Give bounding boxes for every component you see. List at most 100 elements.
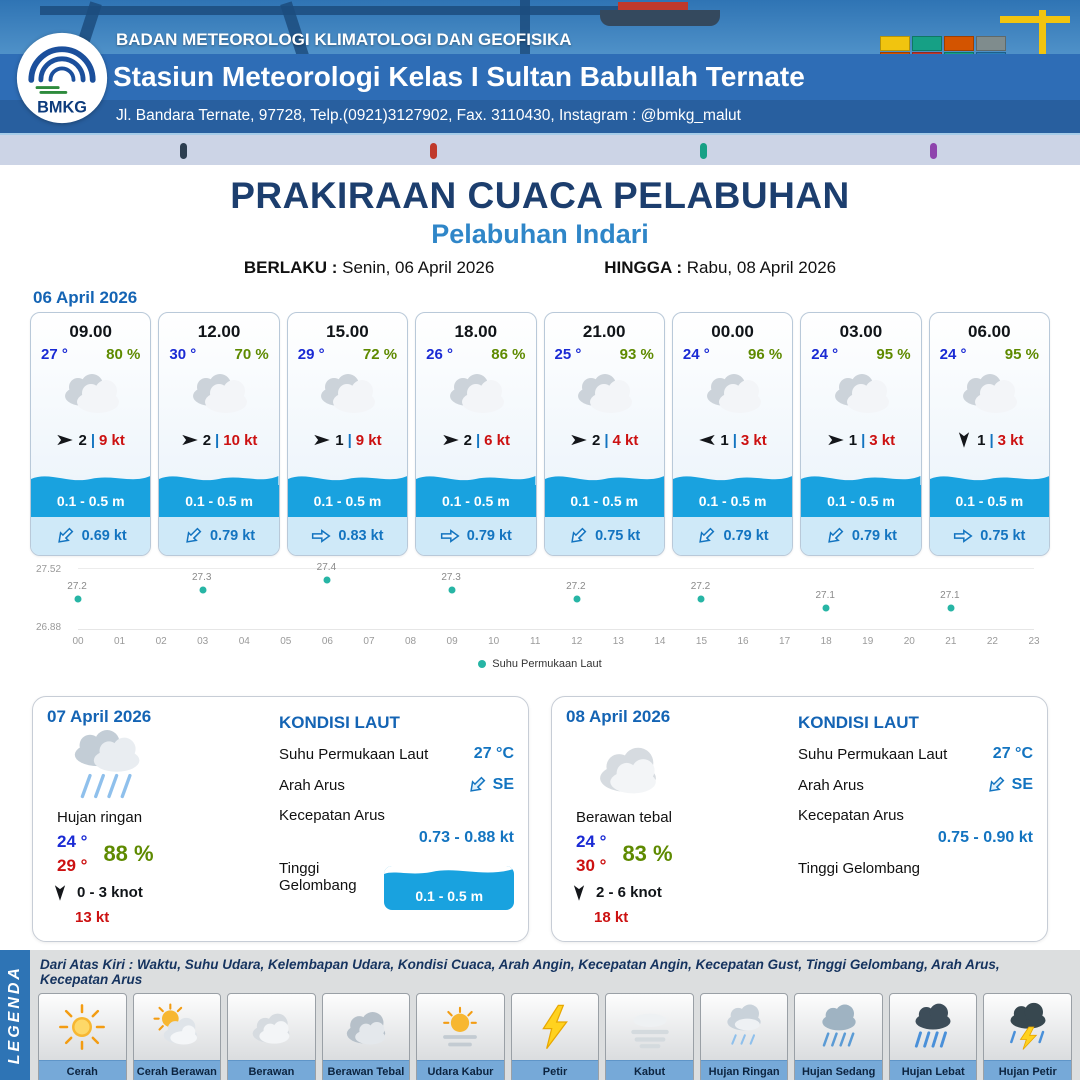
current-row: 0.79 kt <box>159 517 279 555</box>
sst-chart: 27.52 26.88 27.2 27.3 27.4 27.3 27.2 27.2 27.1… <box>30 562 1050 682</box>
legend-items: Cerah Cerah Berawan Berawan Berawan Tebal Ud… <box>30 990 1080 1080</box>
current-direction-icon <box>311 529 331 543</box>
sst-value: 27 °C <box>473 745 514 762</box>
gust-speed: 6 kt <box>484 431 511 449</box>
sst-xticks: 00 01 02 03 04 05 06 07 08 09 10 11 12 13 14 15 16 17 18 19… <box>72 636 1039 650</box>
legend-item-fog: Kabut <box>605 993 694 1080</box>
legend-label: Berawan <box>228 1060 315 1080</box>
air-temperature: 30 ° <box>169 346 197 363</box>
separator: | <box>215 431 220 449</box>
legend-note: Dari Atas Kiri : Waktu, Suhu Udara, Kele… <box>40 957 1000 987</box>
current-speed: 0.75 kt <box>980 528 1026 544</box>
current-speed-value: 0.75 - 0.90 kt <box>937 829 1033 846</box>
validity-row: BERLAKU : Senin, 06 April 2026 HINGGA : … <box>0 258 1080 278</box>
sst-point <box>822 604 830 612</box>
forecast-time: 21.00 <box>582 322 626 341</box>
condition-label: Hujan ringan <box>57 809 143 826</box>
wave-height: 0.1 - 0.5 m <box>955 493 1024 509</box>
port-name: Pelabuhan Indari <box>431 219 649 249</box>
storm-icon <box>984 994 1071 1060</box>
wave-height: 0.1 - 0.5 m <box>185 493 253 509</box>
wave-height-box: 0.1 - 0.5 m <box>384 866 514 910</box>
temp-minmax: 24 ° 30 ° <box>576 832 606 876</box>
page-title: PRAKIRAAN CUACA PELABUHAN <box>230 175 850 216</box>
x-tick: 04 <box>238 636 250 647</box>
humidity: 88 % <box>103 841 154 866</box>
separator: | <box>732 431 737 449</box>
current-speed-value: 0.73 - 0.88 kt <box>418 829 514 846</box>
x-tick: 14 <box>654 636 666 647</box>
humidity: 95 % <box>1004 346 1039 363</box>
station-name: Stasiun Meteorologi Kelas I Sultan Babul… <box>113 61 805 92</box>
x-tick: 19 <box>862 636 874 647</box>
legend-item-sun-cloud: Cerah Berawan <box>132 993 222 1080</box>
sst-point-label: 27.3 <box>441 571 461 583</box>
wind-speed: 2 <box>591 431 601 449</box>
separator: | <box>604 431 609 449</box>
sst-point <box>697 595 705 603</box>
separator: | <box>475 431 481 449</box>
condition-label: Berawan tebal <box>576 809 672 826</box>
legend-label: Kabut <box>606 1060 693 1080</box>
x-tick: 17 <box>779 636 791 647</box>
legend-label: Hujan Petir <box>984 1060 1072 1080</box>
wind-row: 1 | 9 kt <box>288 427 407 453</box>
legend-label: Udara Kabur <box>417 1060 504 1080</box>
current-direction-icon <box>53 524 77 548</box>
gust-speed: 13 kt <box>75 909 110 926</box>
sea-conditions-title: KONDISI LAUT <box>279 713 400 732</box>
forecast-card: 12.00 30 ° 70 % 2 | 10 kt 0.1 - 0.5 m 0.79 kt <box>158 312 280 556</box>
wave-height: 0.1 - 0.5 m <box>313 493 382 509</box>
sst-point-label: 27.2 <box>690 580 711 592</box>
legend-label: Petir <box>511 1060 599 1080</box>
forecast-time: 18.00 <box>454 322 498 341</box>
wind-range: 2 - 6 knot <box>570 884 778 901</box>
cloud-icon <box>228 994 315 1060</box>
x-tick: 05 <box>280 636 292 647</box>
x-tick: 20 <box>903 636 915 647</box>
wind-row: 1 | 3 kt <box>930 427 1049 453</box>
sst-point <box>323 576 331 584</box>
wind-row: 1 | 3 kt <box>801 427 920 453</box>
x-tick: 07 <box>363 636 375 647</box>
wave-height: 0.1 - 0.5 m <box>570 493 639 509</box>
legend-item-rain-light: Hujan Ringan <box>699 993 789 1080</box>
x-tick: 13 <box>612 636 624 647</box>
gust-speed: 4 kt <box>612 431 639 449</box>
forecast-card: 18.00 26 ° 86 % 2 | 6 kt 0.1 - 0.5 m 0.79 kt <box>415 312 537 556</box>
wave-height: 0.1 - 0.5 m <box>827 493 895 509</box>
cloud-icon <box>566 727 778 809</box>
temp-max: 29 ° <box>57 856 88 875</box>
gust-speed: 3 kt <box>740 431 767 449</box>
wave-height-label: Tinggi Gelombang <box>798 860 921 877</box>
temp-max: 30 ° <box>576 856 607 875</box>
current-direction-label: Arah Arus <box>798 776 864 794</box>
legend-item-rain-medium: Hujan Sedang <box>794 993 883 1080</box>
forecast-card: 06.00 24 ° 95 % 1 | 3 kt 0.1 - 0.5 m 0.75 kt <box>928 312 1050 556</box>
wind-direction-icon <box>56 434 74 446</box>
x-tick: 15 <box>695 636 708 647</box>
wave-height-band: 0.1 - 0.5 m <box>31 471 151 517</box>
current-speed-label: Kecepatan Arus <box>798 807 904 824</box>
current-direction-icon <box>181 524 205 548</box>
current-direction-icon <box>566 524 590 548</box>
rain-light-icon <box>701 994 788 1060</box>
wave-height-band: 0.1 - 0.5 m <box>544 471 664 517</box>
sun-icon <box>39 994 126 1060</box>
separator: | <box>347 431 352 449</box>
temp-min: 24 ° <box>57 832 88 851</box>
current-row: 0.69 kt <box>31 517 151 555</box>
sst-point <box>199 586 207 594</box>
sea-conditions: KONDISI LAUT Suhu Permukaan Laut 27 °C Arah… <box>259 707 514 931</box>
wind-direction-icon <box>573 884 585 902</box>
current-direction-icon <box>984 773 1008 797</box>
current-speed: 0.79 kt <box>723 528 769 544</box>
sst-plot: 27.2 27.3 27.4 27.3 27.2 27.2 27.1 27.1 <box>67 562 1034 630</box>
wind-row: 2 | 4 kt <box>545 427 664 453</box>
sst-label: Suhu Permukaan Laut <box>798 745 948 763</box>
legend-item-rain-heavy: Hujan Lebat <box>888 993 978 1080</box>
wind-direction-icon <box>54 884 66 902</box>
air-temperature: 26 ° <box>426 346 453 363</box>
sst-point <box>573 595 581 603</box>
